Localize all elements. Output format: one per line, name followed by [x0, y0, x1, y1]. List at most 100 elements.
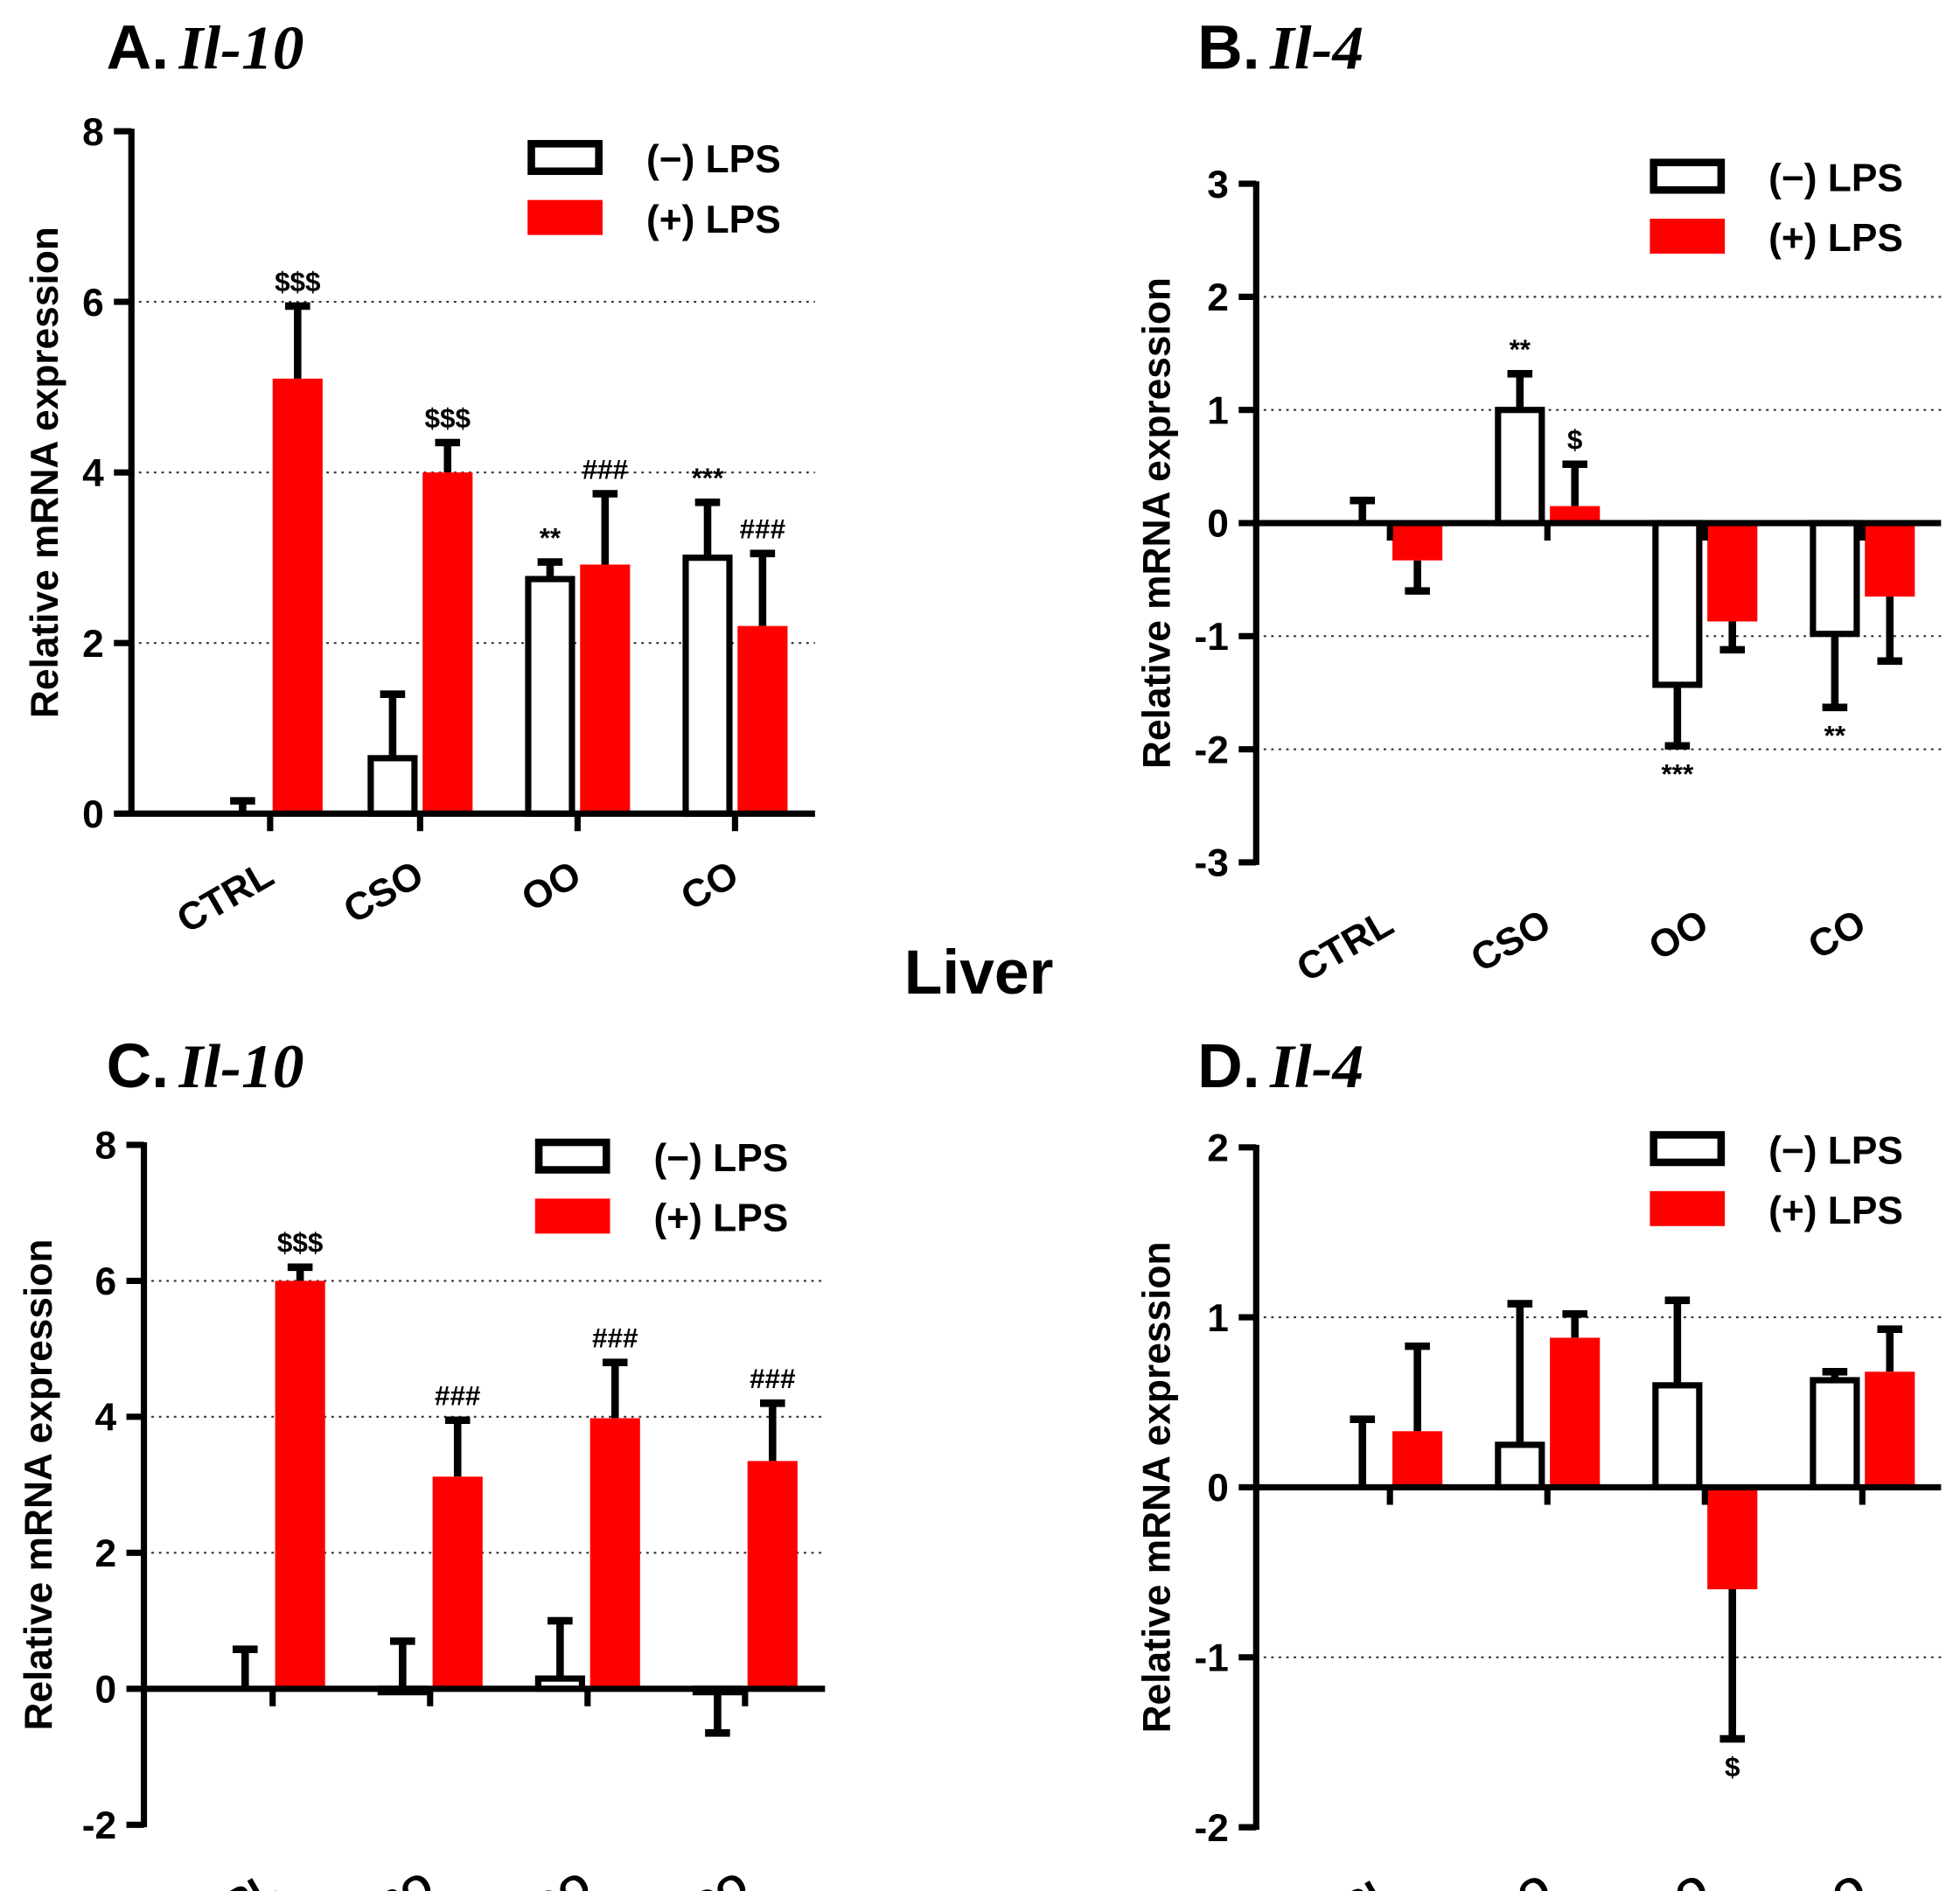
- x-tick-label: CTRL: [172, 1864, 283, 1891]
- bar-pos-lps: [589, 1418, 640, 1689]
- panel-title: D. Il-4: [1197, 1031, 1364, 1101]
- x-tick-label: OO: [525, 1864, 598, 1891]
- legend-swatch-pos-lps: [527, 199, 603, 235]
- y-tick-label: 6: [94, 1260, 116, 1303]
- y-tick-label: 8: [94, 1125, 116, 1168]
- significance-marker: **: [1510, 334, 1531, 365]
- bar-pos-lps: [1550, 506, 1601, 524]
- bar-pos-lps: [1550, 1337, 1601, 1488]
- bar-neg-lps: [525, 576, 575, 817]
- x-tick-label: CO: [684, 1864, 756, 1891]
- y-tick-label: 2: [94, 1532, 116, 1575]
- gene-name: Il-10: [178, 14, 304, 83]
- significance-marker: ###: [750, 1364, 795, 1394]
- legend-swatch-pos-lps: [1650, 1190, 1726, 1226]
- legend-label-neg-lps: (−) LPS: [654, 1137, 789, 1180]
- y-tick-label: 0: [1207, 503, 1229, 546]
- y-tick-label: 0: [94, 1669, 116, 1712]
- legend-label-pos-lps: (+) LPS: [1768, 1190, 1903, 1232]
- panel-c: C. Il-10 -2 0 2 4 6 8 Relative mRNA expression $$…: [17, 1031, 826, 1891]
- bar-pos-lps: [1707, 1487, 1758, 1590]
- bar-neg-lps: [1495, 407, 1545, 527]
- bar-neg-lps: [1810, 520, 1860, 638]
- legend-swatch-neg-lps: [534, 1138, 610, 1174]
- x-tick-label: CSO: [1464, 902, 1559, 980]
- significance-marker: $$$: [425, 403, 471, 434]
- bar-neg-lps: [682, 555, 733, 817]
- y-tick-label: -2: [1194, 1807, 1228, 1850]
- y-axis-label: Relative mRNA expression: [17, 1239, 60, 1731]
- y-axis-label: Relative mRNA expression: [1136, 277, 1179, 769]
- x-tick-label: CSO: [1464, 1867, 1559, 1891]
- panel-title: C. Il-10: [107, 1031, 304, 1101]
- significance-marker: $$$: [275, 267, 321, 297]
- bar-pos-lps: [1865, 523, 1915, 597]
- y-tick-label: -2: [82, 1804, 116, 1847]
- legend-swatch-neg-lps: [1650, 158, 1726, 194]
- y-tick-label: 2: [1207, 1127, 1229, 1169]
- significance-marker: ###: [592, 1323, 638, 1354]
- panel-letter: A.: [107, 13, 169, 83]
- x-tick-label: OO: [514, 853, 588, 920]
- x-tick-label: CO: [674, 853, 746, 919]
- y-axis-label: Relative mRNA expression: [24, 227, 66, 718]
- bar-pos-lps: [272, 378, 323, 814]
- y-tick-label: 1: [1207, 1297, 1229, 1340]
- bar-pos-lps: [580, 564, 631, 814]
- legend-label-pos-lps: (+) LPS: [1768, 217, 1903, 260]
- significance-marker: $: [1725, 1752, 1740, 1783]
- significance-marker: **: [1824, 721, 1846, 751]
- significance-marker: ###: [582, 454, 628, 485]
- panel-d: D.Il-4 -2 -1 0 1 2 Relative mRNA expression $ CT…: [1136, 1031, 1942, 1891]
- legend-swatch-neg-lps: [1650, 1131, 1726, 1167]
- bar-pos-lps: [422, 472, 473, 814]
- y-tick-label: -2: [1194, 729, 1228, 771]
- y-tick-label: 2: [1207, 276, 1229, 319]
- bar-pos-lps: [1392, 523, 1443, 561]
- figure-label: Liver: [904, 938, 1054, 1008]
- x-tick-label: CTRL: [170, 853, 281, 941]
- legend-label-neg-lps: (−) LPS: [1768, 1129, 1903, 1172]
- legend-swatch-pos-lps: [1650, 219, 1726, 255]
- y-tick-label: -1: [1194, 616, 1228, 659]
- panel-title: B. Il-4: [1197, 13, 1364, 83]
- panel-b: B. Il-4 -3 -2 -1 0 1 2 3 Relative mRNA expression…: [1136, 13, 1942, 990]
- y-tick-label: 6: [82, 282, 104, 324]
- bar-neg-lps: [1810, 1377, 1860, 1491]
- x-tick-label: CSO: [346, 1864, 441, 1891]
- legend-label-neg-lps: (−) LPS: [646, 138, 781, 181]
- x-tick-label: CO: [1801, 902, 1873, 968]
- legend-swatch-neg-lps: [527, 140, 603, 176]
- gene-name: Il-4: [1269, 1032, 1364, 1101]
- bar-pos-lps: [1707, 523, 1758, 622]
- bar-pos-lps: [432, 1476, 483, 1689]
- bar-neg-lps: [1495, 1441, 1545, 1491]
- x-tick-label: CO: [1801, 1867, 1873, 1891]
- x-tick-label: OO: [1642, 1867, 1715, 1891]
- y-tick-label: 0: [1207, 1467, 1229, 1510]
- y-tick-label: -1: [1194, 1637, 1228, 1680]
- y-tick-label: 4: [82, 452, 104, 495]
- bar-neg-lps: [1652, 1382, 1703, 1491]
- bar-pos-lps: [1392, 1431, 1443, 1488]
- panel-letter: D.: [1197, 1031, 1259, 1101]
- significance-marker: $: [1567, 425, 1583, 456]
- significance-marker: ***: [692, 463, 724, 493]
- y-tick-label: 4: [94, 1397, 116, 1440]
- bar-pos-lps: [737, 625, 788, 814]
- y-tick-label: -3: [1194, 842, 1228, 885]
- bar-neg-lps: [367, 755, 418, 817]
- y-axis-label: Relative mRNA expression: [1136, 1241, 1179, 1733]
- significance-marker: $$$: [277, 1228, 324, 1259]
- legend-label-pos-lps: (+) LPS: [654, 1197, 789, 1240]
- legend-label-pos-lps: (+) LPS: [646, 199, 781, 241]
- y-tick-label: 1: [1207, 389, 1229, 432]
- significance-marker: ###: [435, 1381, 480, 1412]
- y-tick-label: 8: [82, 111, 104, 154]
- y-tick-label: 3: [1207, 164, 1229, 206]
- bar-pos-lps: [275, 1280, 325, 1689]
- panel-title: A. Il-10: [107, 13, 304, 83]
- significance-marker: ###: [740, 514, 785, 545]
